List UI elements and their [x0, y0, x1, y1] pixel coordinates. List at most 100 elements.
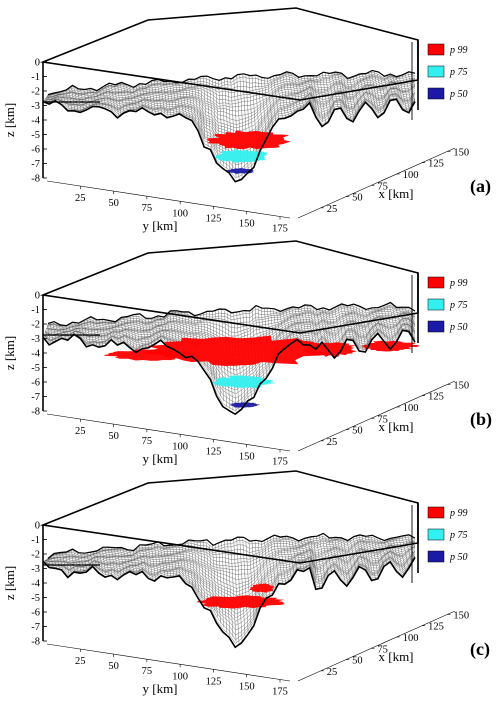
legend: p 99 p 75 p 50	[427, 506, 468, 563]
y-tick-label: 175	[272, 686, 288, 697]
z-tick-label: -8	[31, 637, 40, 648]
z-tick-label: -2	[31, 87, 40, 98]
z-tick-label: -3	[31, 101, 40, 112]
x-tick-label: 25	[327, 437, 338, 448]
y-tick-label: 125	[206, 446, 222, 457]
p75-zone	[213, 149, 268, 163]
y-tick-label: 100	[172, 208, 188, 219]
legend-label: p 50	[449, 322, 468, 333]
y-axis-label: y [km]	[142, 451, 177, 466]
y-tick-label: 75	[142, 203, 153, 214]
z-tick-label: -8	[31, 174, 40, 185]
z-tick-label: 0	[35, 521, 40, 532]
x-axis-label: x [km]	[378, 649, 413, 664]
panel-label: (b)	[470, 409, 492, 430]
z-tick-label: -3	[31, 334, 40, 345]
y-tick-label: 50	[108, 198, 119, 209]
back-profile	[47, 532, 416, 559]
x-axis-line	[297, 380, 456, 452]
y-tick-label: 25	[75, 426, 86, 437]
back-profile	[47, 301, 416, 327]
x-tick-label: 25	[327, 204, 338, 215]
panel-c: 0 -1 -2 -3 -4 -5 -6 -7 -8 z [km] 25 50 75 100 125 150 17…	[2, 470, 490, 697]
y-tick-label: 25	[75, 656, 86, 667]
x-axis-line	[297, 610, 456, 682]
x-axis-label: x [km]	[378, 186, 413, 201]
z-axis-label: z [km]	[2, 566, 17, 600]
p99-zone	[144, 335, 334, 366]
legend-swatch	[427, 550, 445, 563]
y-axis-line	[46, 180, 291, 219]
surface-mesh	[43, 533, 415, 648]
x-tick-label: 150	[453, 380, 469, 391]
legend-swatch	[427, 506, 445, 519]
surface-mesh	[43, 70, 415, 182]
legend-label: p 99	[449, 278, 468, 289]
legend-swatch	[427, 298, 445, 311]
x-tick-label: 50	[352, 426, 363, 437]
z-tick-label: -8	[31, 407, 40, 418]
y-tick-label: 50	[108, 661, 119, 672]
z-tick-label: -1	[31, 535, 40, 546]
z-tick-label: -4	[31, 579, 40, 590]
p99-zone	[103, 349, 194, 361]
probability-zones	[207, 130, 291, 174]
z-tick-label: 0	[35, 291, 40, 302]
z-tick-label: -4	[31, 349, 40, 360]
p50-zone	[225, 168, 255, 174]
z-tick-label: -5	[31, 593, 40, 604]
z-tick-label: -2	[31, 550, 40, 561]
y-tick-label: 150	[239, 218, 255, 229]
z-tick-label: -7	[31, 622, 40, 633]
legend-label: p 75	[449, 300, 468, 311]
x-tick-label: 75	[377, 414, 388, 425]
panel-a: 0 -1 -2 -3 -4 -5 -6 -7 -8 z [km] 25 50 75 100 125 150 17…	[2, 7, 491, 234]
z-tick-label: -5	[31, 363, 40, 374]
front-profile	[42, 329, 416, 416]
x-tick-label: 150	[453, 610, 469, 621]
x-tick-label: 100	[403, 633, 419, 644]
legend-label: p 99	[449, 508, 468, 519]
front-profile	[42, 98, 416, 183]
z-axis-label: z [km]	[2, 103, 17, 137]
z-tick-label: -1	[31, 305, 40, 316]
x-tick-label: 50	[352, 656, 363, 667]
x-tick-label: 100	[403, 170, 419, 181]
y-tick-label: 75	[142, 436, 153, 447]
x-tick-label: 125	[428, 622, 444, 633]
legend-label: p 50	[449, 552, 468, 563]
p99-zone	[196, 595, 285, 609]
y-tick-label: 25	[75, 193, 86, 204]
y-tick-label: 75	[142, 666, 153, 677]
z-tick-label: -1	[31, 72, 40, 83]
panel-label: (a)	[470, 176, 491, 197]
x-tick-label: 25	[327, 667, 338, 678]
legend-swatch	[427, 320, 445, 333]
z-tick-label: -6	[31, 145, 40, 156]
z-tick-label: -4	[31, 116, 40, 127]
z-axis-label: z [km]	[2, 336, 17, 370]
z-tick-label: -7	[31, 159, 40, 170]
y-tick-label: 125	[206, 676, 222, 687]
y-tick-label: 175	[272, 223, 288, 234]
legend-label: p 75	[449, 67, 468, 78]
z-tick-label: -6	[31, 378, 40, 389]
y-tick-label: 100	[172, 671, 188, 682]
x-tick-label: 125	[428, 392, 444, 403]
y-axis-line	[46, 643, 291, 682]
x-axis-line	[297, 147, 456, 219]
x-tick-label: 150	[453, 147, 469, 158]
x-tick-label: 100	[403, 403, 419, 414]
p99-zone	[361, 340, 420, 352]
legend-swatch	[427, 65, 445, 78]
x-axis-label: x [km]	[378, 419, 413, 434]
y-axis-label: y [km]	[142, 681, 177, 696]
legend-swatch	[427, 528, 445, 541]
legend-swatch	[427, 87, 445, 100]
z-tick-label: -2	[31, 320, 40, 331]
x-tick-label: 75	[377, 644, 388, 655]
legend: p 99 p 75 p 50	[427, 276, 468, 333]
p99-zone	[249, 583, 276, 593]
x-tick-label: 50	[352, 193, 363, 204]
